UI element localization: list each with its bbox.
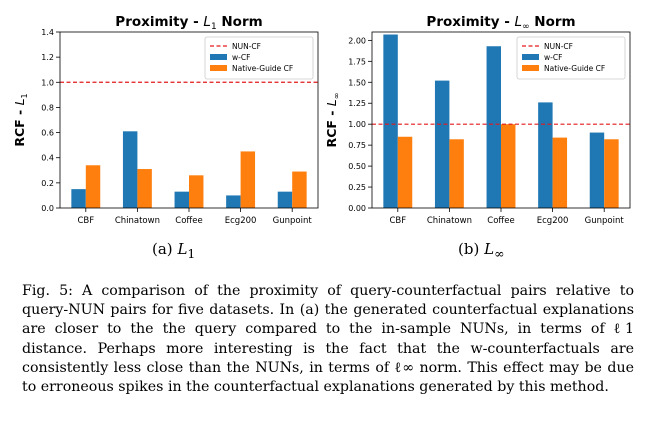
chart-b-ylabel-math: L [324, 99, 339, 106]
chart-a-title-math: L [203, 14, 211, 30]
chart-b-title-prefix: Proximity - [426, 14, 514, 30]
chart-b-xtick-label: Gunpoint [585, 216, 625, 226]
chart-b-bar-wcf [538, 102, 553, 208]
chart-b-ytick-label: 0.00 [348, 204, 366, 213]
chart-a-ytick-label: 0.4 [41, 154, 54, 163]
chart-a-bar-native-guide [85, 165, 101, 208]
subcaption-b-label: (b) [458, 240, 480, 258]
chart-b-legend-nun-label: NUN-CF [544, 42, 573, 51]
chart-b-legend-native-guide-swatch [522, 65, 539, 71]
figure-caption: Fig. 5: A comparison of the proximity of… [22, 283, 634, 396]
chart-a-title-prefix: Proximity - [115, 14, 203, 30]
chart-b-bar-native-guide [501, 124, 516, 208]
chart-b-ylabel-sub: ∞ [332, 93, 341, 100]
subcaption-a-label: (a) [152, 240, 173, 258]
chart-b-legend-box [516, 36, 626, 80]
chart-b-legend-wcf-swatch [522, 54, 539, 60]
chart-a-bar-native-guide [292, 171, 307, 208]
chart-b-xtick-label: Ecg200 [537, 216, 569, 226]
chart-a-xtick-label: Coffee [175, 216, 202, 226]
chart-a-ytick-label: 0.2 [41, 179, 54, 188]
chart-a-title-sub: 1 [211, 22, 217, 32]
chart-b-bar-wcf [486, 46, 501, 208]
chart-b-legend-wcf-label: w-CF [544, 53, 562, 62]
chart-a-bar-native-guide [189, 175, 204, 208]
chart-a-xtick-label: Gunpoint [273, 216, 313, 226]
subcaption-a-math: L [177, 240, 188, 258]
chart-b-xtick-label: CBF [389, 216, 406, 226]
subcaption-b-sub: ∞ [494, 246, 505, 261]
chart-b-ytick-label: 0.75 [348, 141, 366, 150]
chart-b-ylabel: RCF - L∞ [324, 93, 341, 148]
chart-b-legend-native-guide-label: Native-Guide CF [544, 64, 605, 73]
chart-a-legend-box [204, 36, 314, 80]
chart-a-ylabel-prefix: RCF - [12, 105, 27, 146]
chart-a-legend: NUN-CF w-CF Native-Guide CF [204, 36, 314, 80]
chart-a-legend-native-guide-swatch [210, 65, 227, 71]
subcaption-a-sub: 1 [187, 246, 196, 261]
chart-b-ytick-label: 1.00 [348, 120, 366, 129]
chart-a-title: Proximity - L1 Norm [115, 14, 262, 32]
chart-a-legend-nun-label: NUN-CF [232, 42, 261, 51]
chart-b-legend: NUN-CF w-CF Native-Guide CF [516, 36, 626, 80]
chart-b-title-sub: ∞ [522, 22, 530, 32]
chart-b-title-math: L [515, 14, 523, 30]
chart-a-ytick-label: 0.0 [41, 204, 54, 213]
chart-a-bar-wcf [277, 191, 293, 208]
chart-b-xtick-label: Chinatown [427, 216, 472, 226]
chart-a-frame [59, 31, 319, 209]
chart-b-frame [371, 31, 631, 209]
chart-b-bar-native-guide [449, 139, 464, 208]
chart-a-ytick-label: 1.2 [41, 53, 54, 62]
subcaption-a: (a) L1 [152, 240, 195, 261]
chart-b-xtick-label: Coffee [487, 216, 514, 226]
chart-b-bar-wcf [383, 34, 398, 209]
chart-a-ylabel: RCF - L1 [12, 93, 29, 146]
chart-b-title-suffix: Norm [530, 14, 576, 30]
chart-a-xtick-label: Chinatown [115, 216, 160, 226]
chart-b-ytick-label: 1.50 [348, 78, 366, 87]
chart-a-bar-wcf [226, 195, 241, 208]
chart-a-xtick-label: Ecg200 [225, 216, 257, 226]
subcaption-b-math: L [484, 240, 495, 258]
chart-b-bar-wcf [434, 80, 450, 208]
chart-b-bar-native-guide [604, 139, 619, 208]
chart-a-bar-native-guide [137, 169, 152, 208]
chart-a-legend-wcf-label: w-CF [232, 53, 250, 62]
chart-b-ytick-label: 1.25 [348, 99, 366, 108]
chart-b-title: Proximity - L∞ Norm [426, 14, 575, 32]
chart-a-legend-native-guide-label: Native-Guide CF [232, 64, 293, 73]
subcaption-b: (b) L∞ [458, 240, 504, 261]
chart-b-bar-wcf [589, 132, 605, 208]
chart-b-ytick-label: 1.75 [348, 57, 366, 66]
chart-a-ytick-label: 0.8 [41, 103, 54, 112]
chart-a-ylabel-sub: 1 [20, 93, 29, 98]
chart-a-xtick-label: CBF [77, 216, 94, 226]
chart-b-bar-native-guide [552, 137, 568, 208]
chart-a-bar-wcf [174, 191, 189, 208]
chart-a-legend-wcf-swatch [210, 54, 227, 60]
chart-b-ytick-label: 0.25 [348, 183, 366, 192]
chart-a-bar-native-guide [240, 151, 256, 208]
chart-a-ytick-label: 1.4 [41, 28, 54, 37]
chart-b-ylabel-prefix: RCF - [324, 106, 339, 147]
chart-b-ytick-label: 2.00 [348, 36, 366, 45]
chart-a-bar-wcf [71, 189, 86, 208]
chart-a-ytick-label: 1.0 [41, 78, 54, 87]
chart-b-ytick-label: 0.50 [348, 162, 366, 171]
chart-a-ytick-label: 0.6 [41, 129, 54, 138]
chart-b-bar-native-guide [397, 136, 413, 208]
chart-a-title-suffix: Norm [217, 14, 263, 30]
chart-a-bar-wcf [122, 131, 138, 208]
chart-a-ylabel-math: L [12, 98, 27, 105]
